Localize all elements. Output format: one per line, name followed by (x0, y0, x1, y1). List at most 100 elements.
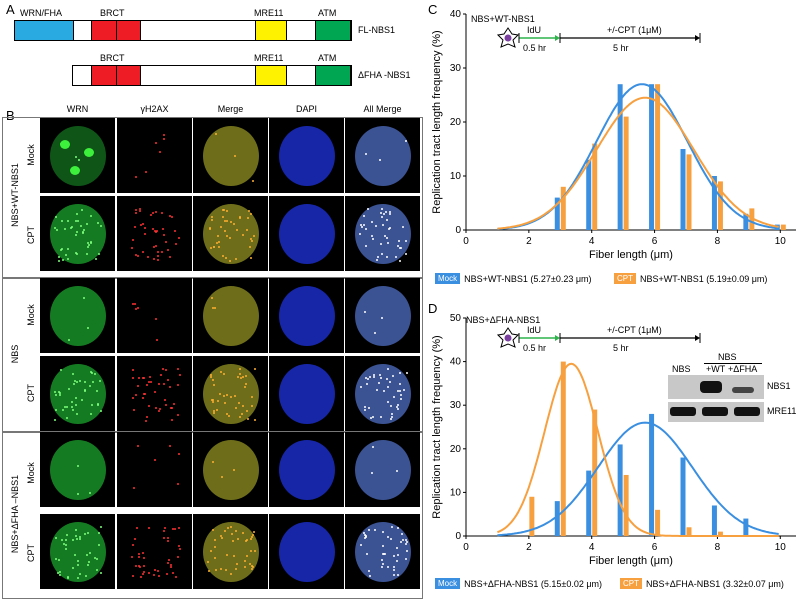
x-tick-label: 6 (652, 236, 658, 247)
focus (135, 308, 138, 311)
focus (225, 209, 228, 212)
focus (163, 536, 166, 539)
bar-cpt (749, 208, 755, 230)
bar-mock (554, 501, 560, 536)
bar-cpt (623, 116, 629, 230)
focus (367, 208, 370, 211)
focus (139, 223, 142, 226)
focus (396, 244, 399, 247)
focus (213, 545, 216, 548)
focus (75, 156, 78, 159)
x-tick-label: 0 (463, 236, 469, 247)
y-tick-label: 40 (450, 9, 462, 20)
focus (401, 532, 404, 535)
legend-text: NBS+WT-NBS1 (5.27±0.23 μm) (464, 273, 592, 284)
focus (66, 257, 69, 260)
focus (57, 256, 60, 259)
x-tick-label: 4 (589, 542, 595, 553)
focus (399, 383, 402, 386)
focus (245, 374, 248, 377)
focus (370, 235, 373, 238)
focus (239, 216, 242, 219)
focus (231, 539, 234, 542)
micrograph-dapi (269, 196, 344, 271)
bar-cpt (623, 474, 629, 536)
time-label: 5 hr (613, 43, 629, 53)
focus (89, 214, 92, 217)
focus (223, 229, 226, 232)
nucleus (203, 286, 259, 346)
focus (396, 406, 399, 409)
focus (86, 222, 89, 225)
panel-d-label: D (428, 301, 438, 316)
focus (67, 575, 70, 578)
focus (382, 545, 385, 548)
focus (66, 220, 69, 223)
focus (386, 535, 389, 538)
blot-col-nbs: NBS (672, 364, 691, 374)
micrograph-merge (193, 278, 268, 353)
focus (364, 536, 367, 539)
focus (235, 258, 238, 261)
focus (77, 465, 80, 468)
focus (244, 560, 247, 563)
focus (75, 251, 78, 254)
focus (166, 537, 169, 540)
focus (148, 381, 151, 384)
focus (137, 565, 140, 568)
focus (147, 256, 150, 259)
focus (178, 373, 181, 376)
focus (93, 557, 96, 560)
treatment-schematic: IdU +/-CPT (1μM) 0.5 hr 5 hr (496, 325, 707, 358)
focus (97, 403, 100, 406)
focus (234, 407, 237, 410)
focus (370, 220, 373, 223)
focus (384, 210, 387, 213)
focus (152, 211, 155, 214)
focus (169, 565, 172, 568)
focus (74, 529, 77, 532)
focus (64, 544, 67, 547)
focus (250, 213, 253, 216)
focus (213, 245, 216, 248)
focus (154, 210, 157, 213)
focus (244, 566, 247, 569)
bar-cpt (592, 143, 598, 230)
focus (375, 258, 378, 261)
focus (155, 407, 158, 410)
bar-mock (680, 457, 686, 536)
micrograph-wrn (40, 278, 115, 353)
focus (403, 388, 406, 391)
focus (131, 377, 134, 380)
focus (157, 410, 160, 413)
blot-col-dfha: +ΔFHA (728, 364, 758, 374)
focus (381, 552, 384, 555)
focus (364, 534, 367, 537)
focus (162, 233, 165, 236)
focus (138, 552, 141, 555)
focus (400, 394, 403, 397)
focus (241, 404, 244, 407)
atm-domain (315, 21, 351, 40)
nucleus (203, 440, 259, 500)
micrograph-gh2ax (117, 196, 192, 271)
focus (158, 408, 161, 411)
focus (63, 543, 66, 546)
focus (169, 407, 172, 409)
focus (171, 406, 174, 409)
focus (81, 398, 84, 401)
focus (213, 410, 216, 413)
focus (72, 566, 75, 569)
focus (98, 379, 101, 382)
focus (147, 571, 150, 574)
bar-cpt (560, 361, 566, 536)
focus (390, 526, 393, 529)
focus (209, 246, 212, 249)
focus (365, 535, 368, 538)
focus (215, 132, 218, 135)
focus (229, 395, 232, 398)
focus (374, 529, 377, 532)
focus (143, 226, 146, 229)
focus (369, 417, 372, 420)
focus (142, 251, 145, 254)
